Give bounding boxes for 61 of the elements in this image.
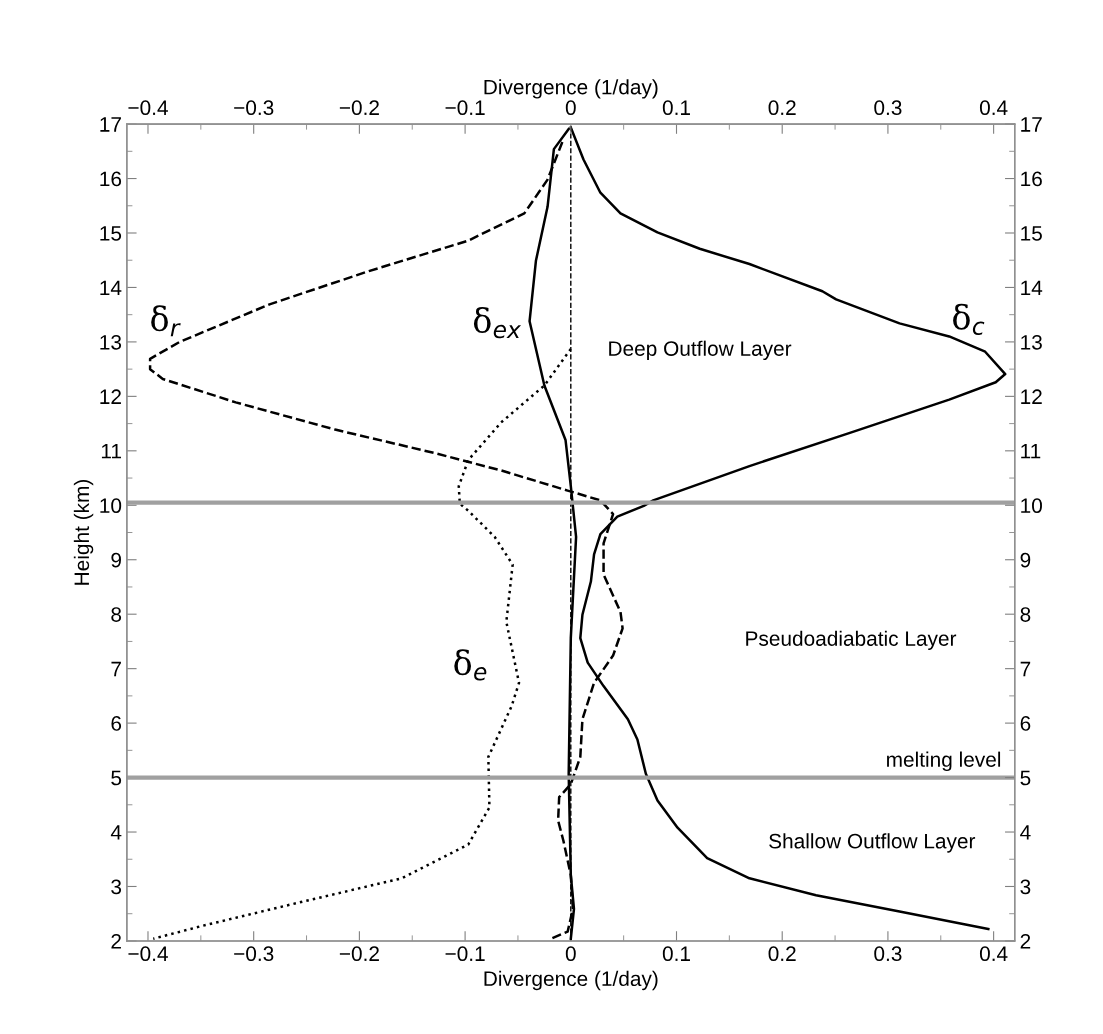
x-tick-label: −0.3 <box>234 946 274 962</box>
y2-tick-label: 6 <box>1020 716 1031 731</box>
y2-tick-label: 2 <box>1020 933 1031 949</box>
y-tick-label: 7 <box>111 661 121 677</box>
y-tick-label: 10 <box>100 498 122 514</box>
x2-tick-label: 0.1 <box>662 100 690 116</box>
y2-tick-label: 12 <box>1021 389 1042 404</box>
y-tick-label: 3 <box>111 879 122 895</box>
x2-tick-label: −0.4 <box>128 100 168 116</box>
x2-tick-label: 0 <box>565 100 576 116</box>
y2-tick-label: 17 <box>1021 117 1042 132</box>
x2-tick-label: 0.4 <box>979 100 1008 116</box>
x-tick-label: −0.1 <box>445 946 485 962</box>
x-tick-label: 0.4 <box>979 946 1008 962</box>
y2-tick-label: 16 <box>1021 171 1042 187</box>
annotation: Deep Outflow Layer <box>609 340 792 361</box>
y-tick-label: 16 <box>100 171 122 187</box>
annotation: Pseudoadiabatic Layer <box>746 630 957 651</box>
y-tick-label: 9 <box>111 552 121 568</box>
x2-tick-label: −0.2 <box>339 100 379 116</box>
y-tick-label: 8 <box>111 607 122 622</box>
y-tick-label: 11 <box>101 444 121 459</box>
y-tick-label: 17 <box>100 117 121 132</box>
y2-tick-label: 8 <box>1020 607 1031 622</box>
x-tick-label: −0.4 <box>128 946 168 962</box>
y2-tick-label: 9 <box>1020 552 1031 568</box>
y-tick-label: 15 <box>100 226 122 241</box>
x-axis-title: Divergence (1/day) <box>484 970 658 991</box>
y-tick-label: 5 <box>111 770 122 786</box>
x-tick-label: 0.2 <box>768 946 796 962</box>
annotation: Shallow Outflow Layer <box>769 833 976 853</box>
y2-tick-label: 14 <box>1021 280 1043 295</box>
y-tick-label: 14 <box>100 280 122 295</box>
y-axis-title: Height (km) <box>73 479 94 585</box>
y-tick-label: 13 <box>100 334 122 350</box>
ref-line-label: melting level <box>887 751 1001 772</box>
annotation: δ$_{r}$ <box>151 305 181 337</box>
y-tick-label: 2 <box>111 933 121 949</box>
y2-tick-label: 4 <box>1020 825 1031 840</box>
x-tick-label: −0.2 <box>339 946 379 962</box>
y2-tick-label: 13 <box>1021 334 1042 350</box>
y-tick-label: 12 <box>100 389 121 404</box>
x-tick-label: 0.3 <box>874 946 902 962</box>
y-tick-label: 6 <box>111 716 122 731</box>
annotation: δ$_{e}$ <box>454 649 487 681</box>
y-tick-label: 4 <box>110 825 122 840</box>
x-tick-label: 0 <box>565 946 576 962</box>
y2-tick-label: 11 <box>1021 444 1041 459</box>
x2-axis-title: Divergence (1/day) <box>484 79 658 99</box>
y2-tick-label: 10 <box>1021 498 1042 514</box>
x2-tick-label: −0.1 <box>445 100 485 116</box>
annotation: δ$_{ex}$ <box>473 306 522 339</box>
x-tick-label: 0.1 <box>662 946 690 962</box>
x2-tick-label: 0.3 <box>874 100 902 116</box>
x2-tick-label: 0.2 <box>768 100 796 116</box>
y2-tick-label: 3 <box>1020 879 1031 895</box>
annotation: δ$_{c}$ <box>953 303 985 335</box>
y2-tick-label: 5 <box>1020 770 1031 786</box>
y2-tick-label: 15 <box>1021 226 1042 241</box>
x2-tick-label: −0.3 <box>234 100 274 116</box>
y2-tick-label: 7 <box>1020 661 1031 677</box>
